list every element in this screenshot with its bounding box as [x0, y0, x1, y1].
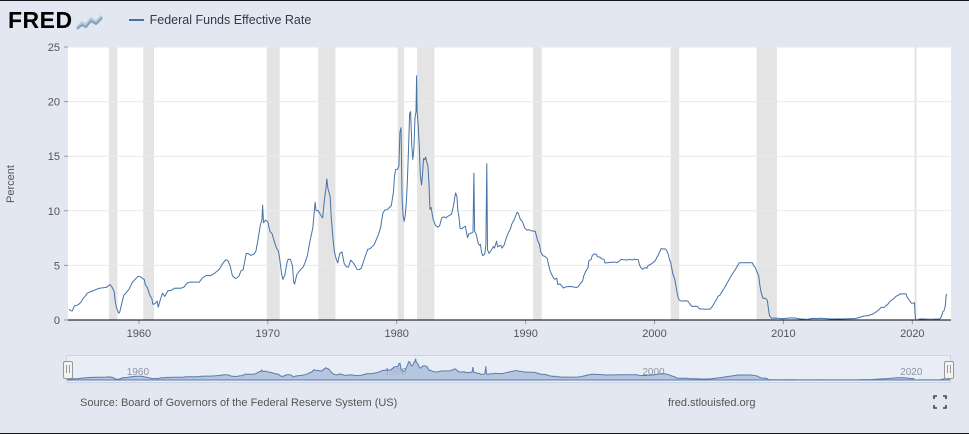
svg-text:10: 10 — [48, 206, 60, 218]
main-chart[interactable]: 0 5 10 15 20 25 1960 1970 1980 1990 2000 2010 2020 Pe… — [0, 39, 969, 341]
svg-text:2000: 2000 — [642, 367, 665, 378]
svg-text:1960: 1960 — [127, 367, 150, 378]
legend-item[interactable]: Federal Funds Effective Rate — [128, 13, 312, 27]
svg-text:1980: 1980 — [384, 328, 408, 340]
legend-label: Federal Funds Effective Rate — [149, 13, 312, 27]
svg-text:2020: 2020 — [900, 328, 924, 340]
navigator-chart[interactable]: 1960198020002020 — [67, 356, 950, 382]
svg-text:20: 20 — [48, 97, 60, 109]
svg-text:2000: 2000 — [642, 328, 666, 340]
svg-text:1970: 1970 — [256, 328, 280, 340]
chart-footer: Source: Board of Governors of the Federa… — [0, 383, 969, 433]
svg-text:2020: 2020 — [900, 367, 923, 378]
svg-text:1960: 1960 — [127, 328, 151, 340]
source-attribution: Source: Board of Governors of the Federa… — [80, 397, 398, 409]
fred-logo-text: FRED — [8, 6, 73, 33]
navigator-handle-left[interactable] — [63, 361, 73, 379]
fred-logo[interactable]: FRED — [8, 6, 103, 33]
svg-text:0: 0 — [54, 315, 60, 327]
navigator[interactable]: 1960198020002020 — [63, 355, 954, 383]
fullscreen-icon[interactable] — [933, 395, 947, 409]
svg-text:1990: 1990 — [513, 328, 537, 340]
navigator-handle-right[interactable] — [944, 361, 954, 379]
fred-logo-sparkline-icon — [75, 14, 103, 30]
svg-text:2010: 2010 — [771, 328, 795, 340]
chart-header: FRED Federal Funds Effective Rate — [0, 1, 969, 39]
legend-line-swatch — [128, 19, 144, 21]
svg-text:Percent: Percent — [5, 165, 17, 203]
svg-text:25: 25 — [48, 42, 60, 54]
svg-text:15: 15 — [48, 151, 60, 163]
main-chart-area: 0 5 10 15 20 25 1960 1970 1980 1990 2000 2010 2020 Pe… — [0, 39, 969, 341]
fred-site-link[interactable]: fred.stlouisfed.org — [668, 397, 756, 409]
svg-text:5: 5 — [54, 260, 60, 272]
